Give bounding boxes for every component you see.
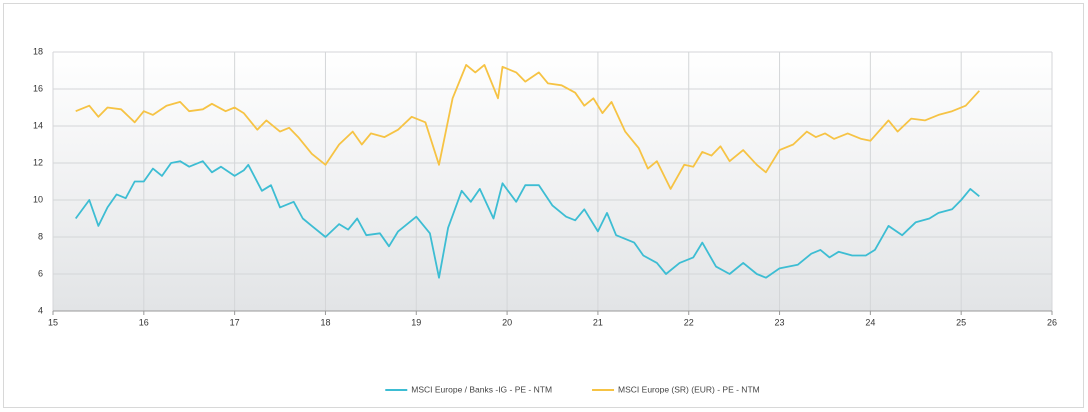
x-tick-label: 25: [956, 317, 966, 327]
y-tick-label: 10: [33, 194, 43, 204]
x-tick-label: 16: [139, 317, 149, 327]
legend-item: MSCI Europe / Banks -IG - PE - NTM: [385, 384, 552, 394]
x-tick-label: 21: [593, 317, 603, 327]
y-tick-label: 4: [38, 305, 43, 315]
legend-item: MSCI Europe (SR) (EUR) - PE - NTM: [592, 384, 760, 394]
y-tick-label: 6: [38, 268, 43, 278]
x-tick-label: 24: [865, 317, 875, 327]
y-tick-label: 16: [33, 83, 43, 93]
x-tick-label: 15: [48, 317, 58, 327]
legend-label: MSCI Europe / Banks -IG - PE - NTM: [411, 384, 552, 394]
x-tick-label: 20: [502, 317, 512, 327]
x-tick-label: 23: [775, 317, 785, 327]
y-tick-label: 18: [33, 46, 43, 56]
x-tick-label: 22: [684, 317, 694, 327]
x-tick-label: 26: [1047, 317, 1057, 327]
series-line: [74, 160, 980, 279]
legend-label: MSCI Europe (SR) (EUR) - PE - NTM: [618, 384, 760, 394]
x-tick-label: 19: [411, 317, 421, 327]
y-tick-label: 12: [33, 157, 43, 167]
x-tick-label: 17: [230, 317, 240, 327]
x-tick-label: 18: [320, 317, 330, 327]
y-tick-label: 14: [33, 120, 43, 130]
plot-area: [53, 52, 1052, 311]
series-line: [75, 64, 980, 190]
y-tick-label: 8: [38, 231, 43, 241]
